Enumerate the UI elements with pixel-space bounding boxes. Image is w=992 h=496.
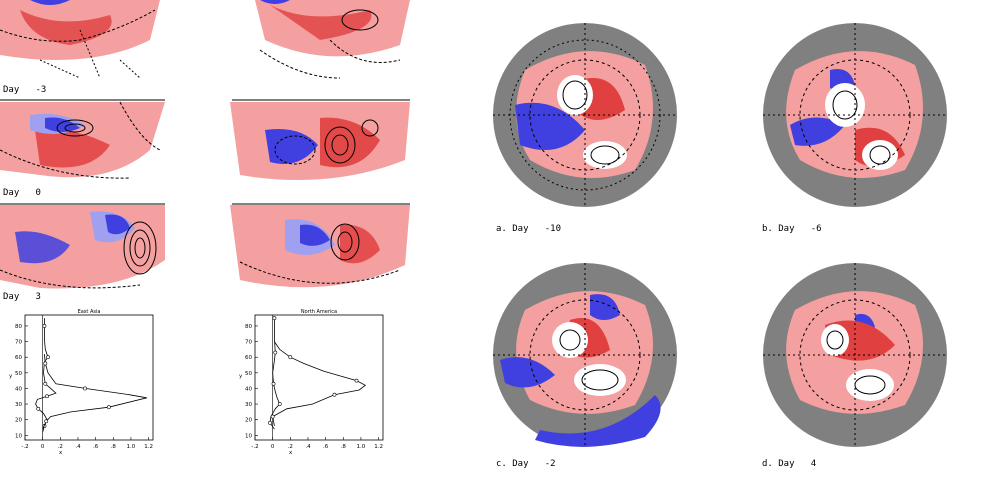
x-tick-label: -.2 xyxy=(251,444,258,450)
x-axis-label: x xyxy=(59,450,63,456)
series-marker xyxy=(332,392,337,397)
series-marker xyxy=(83,386,87,391)
y-tick-label: 50 xyxy=(15,371,22,377)
x-tick-label: 0 xyxy=(41,444,45,450)
y-tick-label: 30 xyxy=(15,402,22,408)
polar-caption-d: d. Day 4 xyxy=(762,459,817,469)
series-marker xyxy=(44,419,49,424)
series-marker xyxy=(43,381,48,386)
map-ea-day-minus3 xyxy=(0,0,160,79)
map-ea-day-3 xyxy=(0,205,165,289)
plot-frame xyxy=(254,314,384,441)
y-tick-label: 80 xyxy=(15,324,22,330)
day-label-row2: Day 0 xyxy=(3,188,41,198)
polar-caption-b: b. Day -6 xyxy=(762,224,822,234)
y-axis-label: y xyxy=(239,374,243,380)
y-tick-label: 80 xyxy=(245,324,252,330)
x-tick-label: 0 xyxy=(271,444,275,450)
y-tick-label: 40 xyxy=(15,386,22,392)
y-tick-label: 70 xyxy=(245,340,252,346)
x-tick-label: 1.2 xyxy=(144,444,153,450)
polar-caption-a: a. Day -10 xyxy=(496,224,562,234)
x-tick-label: .6 xyxy=(93,444,99,450)
y-axis-label: y xyxy=(9,374,13,380)
y-tick-label: 20 xyxy=(245,418,252,424)
y-tick-label: 70 xyxy=(15,340,22,346)
x-tick-label: 1.0 xyxy=(357,444,366,450)
x-tick-label: .6 xyxy=(323,444,329,450)
x-tick-label: .4 xyxy=(305,444,311,450)
series-marker xyxy=(273,350,278,355)
map-na-day-3 xyxy=(230,205,410,288)
chart-title: East Asia xyxy=(78,309,101,315)
series-line-1 xyxy=(35,318,57,433)
map-na-day-0 xyxy=(230,102,410,180)
y-tick-label: 20 xyxy=(15,418,22,424)
series-line-1 xyxy=(269,318,281,430)
regional-map-grid xyxy=(0,0,410,289)
x-tick-label: .2 xyxy=(288,444,293,450)
y-tick-label: 10 xyxy=(245,433,252,439)
polar-map-b xyxy=(763,23,947,207)
line-chart-north-america: North America -.2 0 .2 .4 .6 .8 1.0 1.2 10 20 30 40 5… xyxy=(239,309,384,456)
x-tick-label: .8 xyxy=(111,444,117,450)
series-marker xyxy=(270,414,275,419)
y-tick-label: 60 xyxy=(15,355,22,361)
x-tick-label: 1.2 xyxy=(374,444,383,450)
series-marker xyxy=(45,394,49,399)
series-marker xyxy=(106,405,111,410)
series-marker xyxy=(43,361,48,366)
series-marker xyxy=(268,420,272,425)
series-marker xyxy=(46,355,50,360)
map-ea-day-0 xyxy=(0,101,165,179)
y-tick-label: 30 xyxy=(245,402,252,408)
series-line-2 xyxy=(42,354,147,430)
x-tick-label: -.2 xyxy=(21,444,28,450)
series-line-2 xyxy=(272,341,367,426)
series-marker xyxy=(272,316,277,321)
series-marker xyxy=(277,402,282,406)
x-tick-label: .4 xyxy=(75,444,81,450)
polar-caption-c: c. Day -2 xyxy=(496,459,556,469)
series-marker xyxy=(271,381,276,386)
polar-map-c xyxy=(493,263,677,447)
series-marker xyxy=(288,355,293,360)
polar-map-d xyxy=(763,263,947,447)
plot-frame xyxy=(24,314,154,441)
series-marker xyxy=(42,324,47,328)
chart-title: North America xyxy=(301,309,337,315)
x-tick-label: .2 xyxy=(58,444,63,450)
series-marker xyxy=(36,406,41,411)
polar-map-a xyxy=(493,23,677,207)
y-tick-label: 40 xyxy=(245,386,252,392)
x-axis-label: x xyxy=(289,450,293,456)
day-label-row3: Day 3 xyxy=(3,292,41,302)
series-marker xyxy=(354,378,359,383)
day-label-row1: Day -3 xyxy=(3,85,47,95)
map-na-day-minus3 xyxy=(255,0,410,79)
y-tick-label: 60 xyxy=(245,355,252,361)
x-tick-label: 1.0 xyxy=(127,444,136,450)
line-chart-east-asia: East Asia -.2 0 .2 .4 .6 .8 1.0 1.2 10 20 30 40 50 60 7… xyxy=(9,309,154,456)
y-tick-label: 10 xyxy=(15,433,22,439)
y-tick-label: 50 xyxy=(245,371,252,377)
x-tick-label: .8 xyxy=(341,444,347,450)
